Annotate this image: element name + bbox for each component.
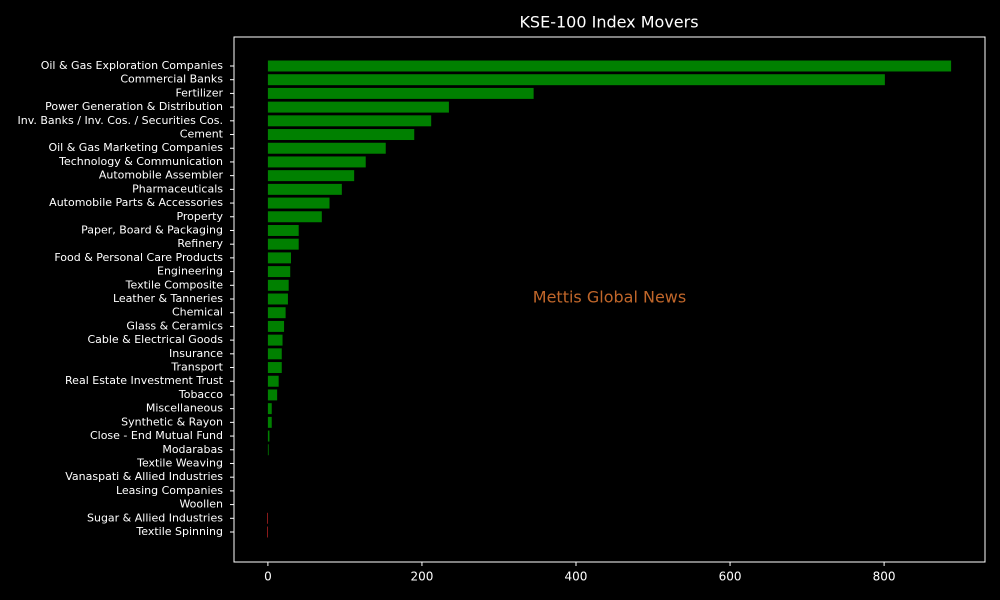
- y-tick-label: Engineering: [157, 265, 223, 278]
- y-tick-label: Miscellaneous: [146, 402, 223, 415]
- bar: [267, 252, 291, 264]
- x-tick-label: 200: [410, 570, 433, 584]
- bar: [267, 430, 270, 442]
- bar: [267, 224, 299, 236]
- bar: [267, 375, 279, 387]
- bar: [267, 74, 885, 86]
- y-tick-label: Modarabas: [162, 443, 223, 456]
- y-tick-label: Insurance: [169, 347, 223, 360]
- y-tick-label: Property: [176, 210, 223, 223]
- bar: [267, 183, 342, 195]
- bar: [267, 526, 268, 538]
- bar: [267, 129, 415, 141]
- y-tick-label: Power Generation & Distribution: [45, 100, 223, 113]
- y-tick-label: Close - End Mutual Fund: [90, 429, 223, 442]
- y-tick-label: Transport: [170, 361, 223, 374]
- x-tick-label: 600: [719, 570, 742, 584]
- y-tick-label: Tobacco: [178, 388, 223, 401]
- x-tick-label: 800: [873, 570, 896, 584]
- y-tick-label: Paper, Board & Packaging: [81, 223, 223, 236]
- bar: [267, 60, 952, 72]
- y-tick-label: Automobile Parts & Accessories: [49, 196, 223, 209]
- bar: [267, 293, 288, 305]
- y-tick-label: Automobile Assembler: [99, 169, 224, 182]
- bar: [267, 279, 289, 291]
- bar: [267, 115, 432, 127]
- bar: [267, 266, 291, 278]
- bar: [267, 170, 355, 182]
- x-tick-label: 400: [565, 570, 588, 584]
- y-tick-label: Oil & Gas Marketing Companies: [48, 141, 223, 154]
- bar: [267, 403, 272, 415]
- bar: [267, 87, 534, 99]
- x-tick-label: 0: [264, 570, 272, 584]
- bar: [267, 334, 283, 346]
- y-tick-label: Oil & Gas Exploration Companies: [41, 59, 224, 72]
- y-tick-label: Woollen: [179, 498, 223, 511]
- y-tick-label: Food & Personal Care Products: [54, 251, 223, 264]
- bar: [267, 238, 299, 250]
- y-tick-label: Glass & Ceramics: [126, 319, 223, 332]
- y-tick-label: Textile Weaving: [136, 456, 223, 469]
- y-tick-label: Cement: [180, 128, 224, 141]
- chart-title: KSE-100 Index Movers: [519, 13, 698, 32]
- y-tick-label: Cable & Electrical Goods: [87, 333, 223, 346]
- y-tick-label: Real Estate Investment Trust: [65, 374, 224, 387]
- y-tick-label: Chemical: [172, 306, 223, 319]
- y-tick-label: Vanaspati & Allied Industries: [65, 470, 223, 483]
- y-tick-label: Synthetic & Rayon: [121, 415, 223, 428]
- y-tick-label: Textile Composite: [125, 278, 224, 291]
- bar: [267, 512, 268, 524]
- bar: [267, 320, 285, 332]
- bar: [267, 101, 449, 113]
- bar: [267, 362, 282, 374]
- bar: [267, 156, 366, 168]
- y-tick-label: Fertilizer: [175, 86, 223, 99]
- y-tick-label: Leasing Companies: [116, 484, 223, 497]
- annotation: Mettis Global News: [533, 288, 686, 307]
- y-tick-label: Technology & Communication: [58, 155, 223, 168]
- y-tick-label: Pharmaceuticals: [132, 182, 223, 195]
- y-tick-label: Inv. Banks / Inv. Cos. / Securities Cos.: [18, 114, 223, 127]
- bar: [267, 444, 269, 456]
- y-tick-label: Refinery: [177, 237, 223, 250]
- y-tick-label: Textile Spinning: [135, 525, 223, 538]
- bar: [267, 416, 272, 428]
- y-tick-label: Commercial Banks: [120, 73, 223, 86]
- y-tick-label: Sugar & Allied Industries: [87, 511, 223, 524]
- bar: [267, 211, 322, 223]
- bar: [267, 307, 286, 319]
- bar: [267, 197, 330, 209]
- bar: [267, 389, 278, 401]
- y-tick-label: Leather & Tanneries: [113, 292, 223, 305]
- bar: [267, 142, 386, 154]
- bar: [267, 348, 282, 360]
